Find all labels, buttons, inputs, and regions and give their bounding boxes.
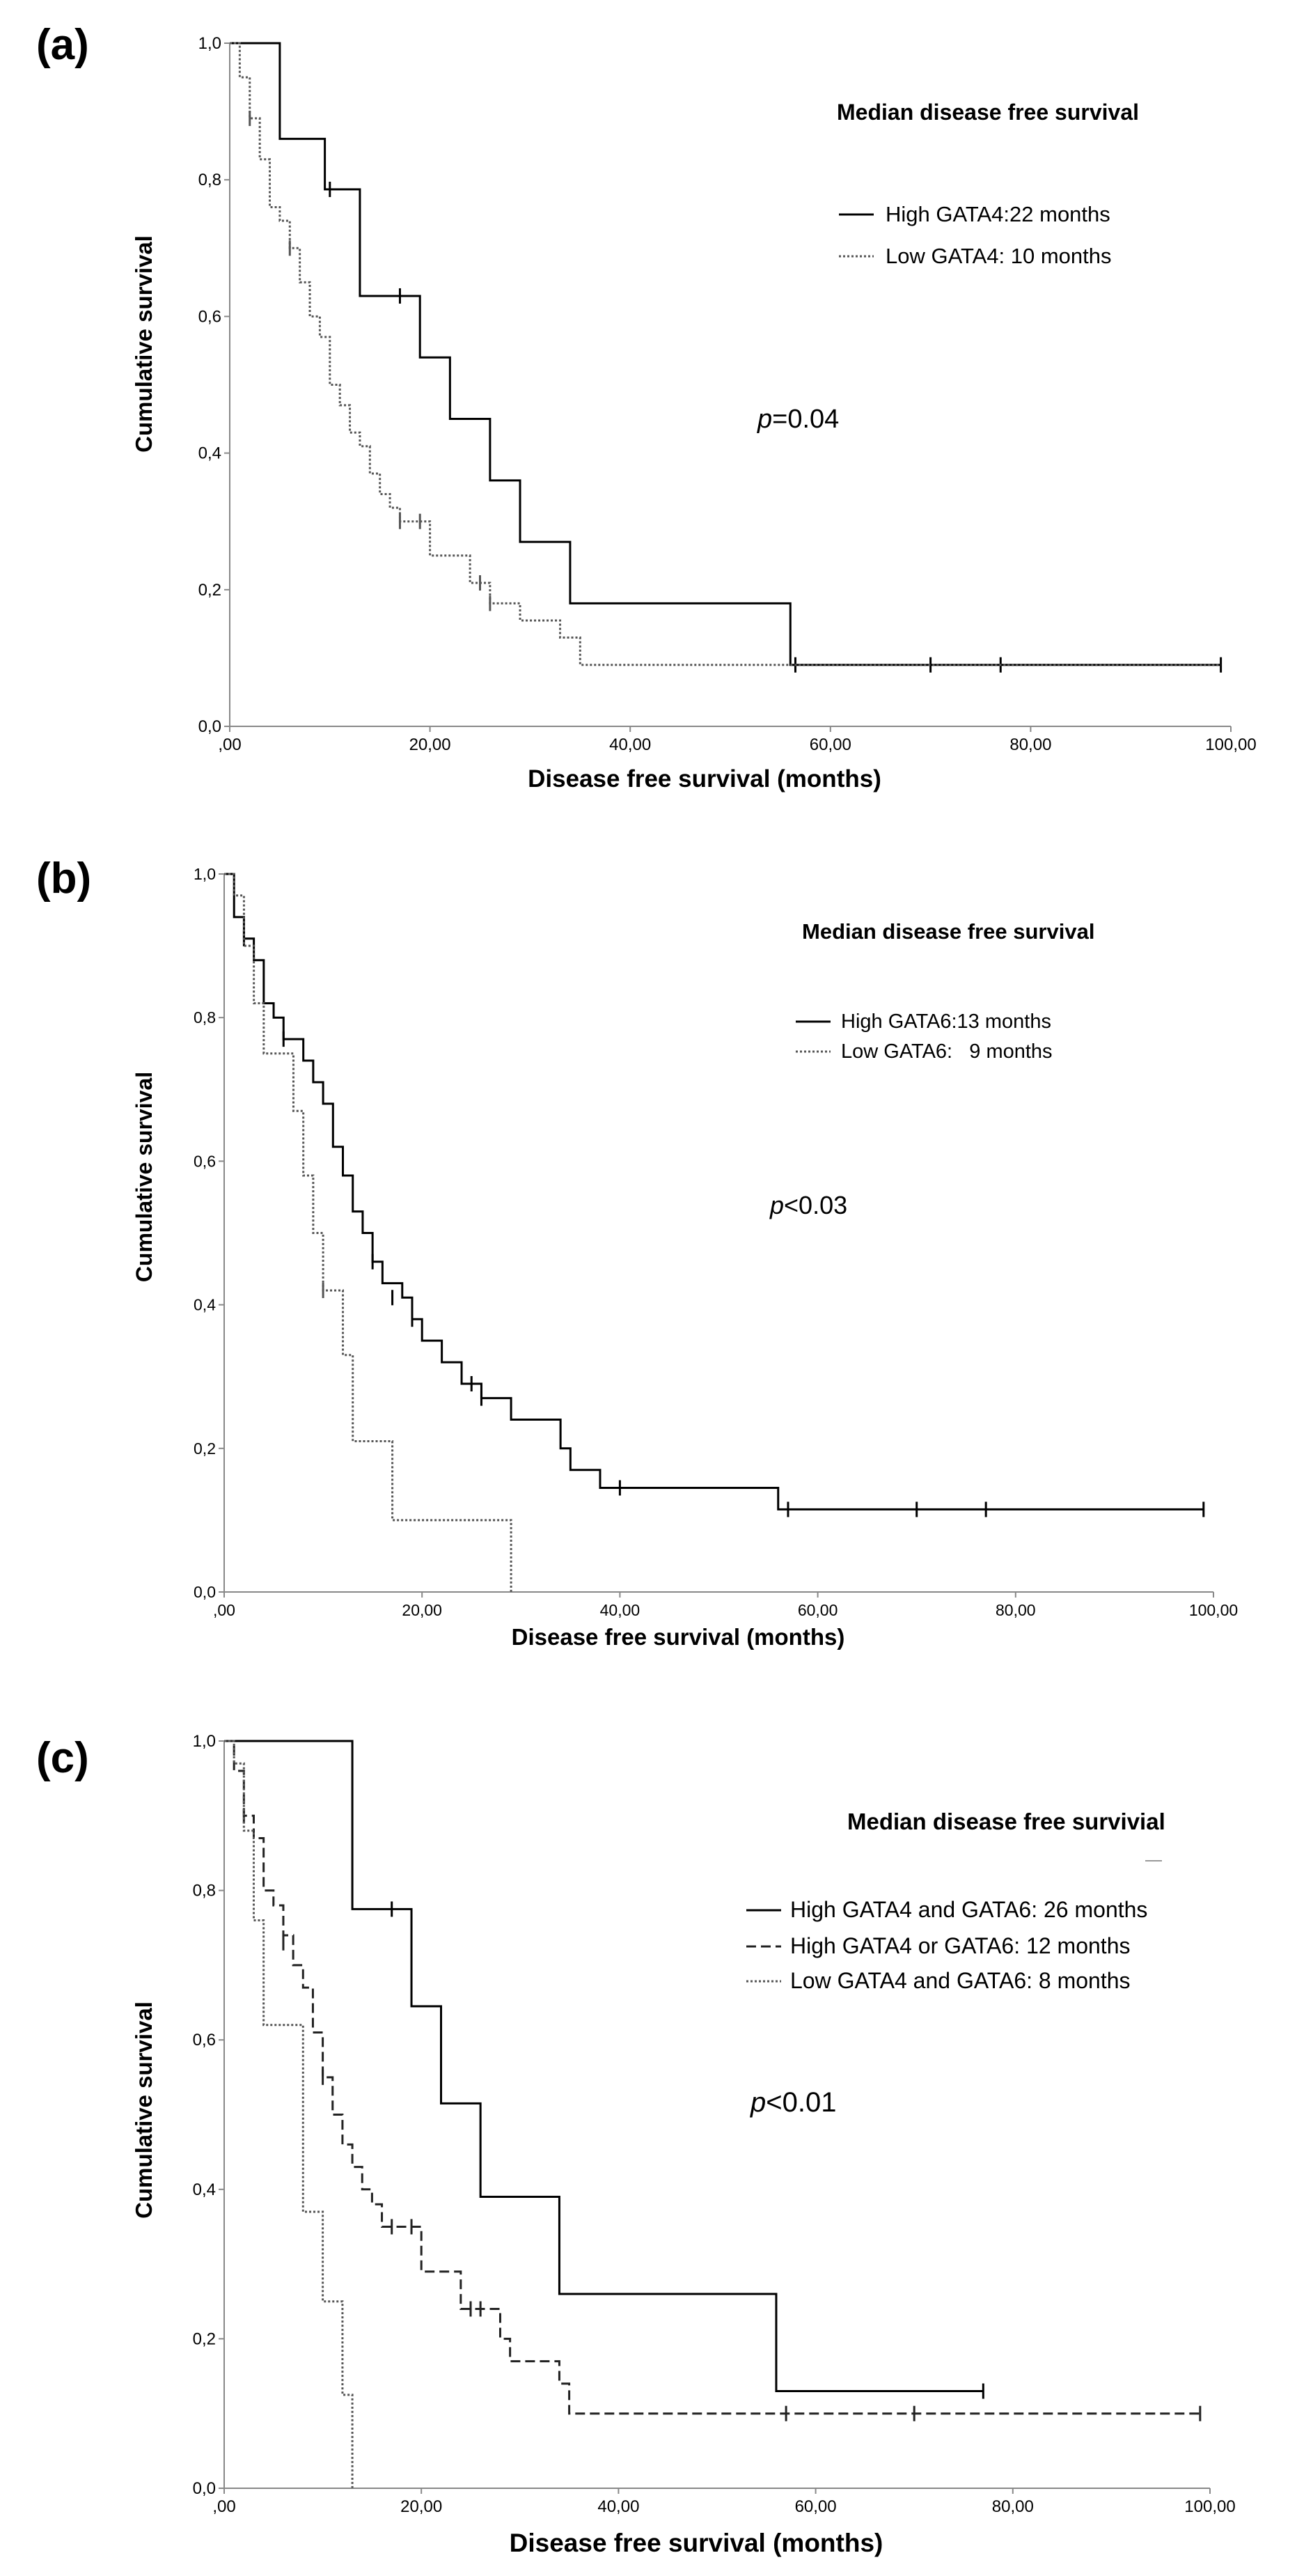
y-tick-label: 0,4: [198, 444, 221, 463]
x-tick-label: 20,00: [409, 735, 451, 754]
y-tick-label: 0,4: [194, 1296, 216, 1314]
legend-label: High GATA4:22 months: [886, 202, 1110, 226]
series-line-dotted: [230, 42, 1221, 666]
x-tick-label: 20,00: [402, 1601, 442, 1619]
p-symbol: p: [757, 405, 772, 434]
y-tick-label: 0,6: [193, 2031, 216, 2050]
panel-label: (b): [36, 854, 91, 903]
panel-c: (c) Median disease free survivial High G…: [36, 1732, 1236, 2557]
x-tick-label: 40,00: [609, 735, 651, 754]
y-tick-label: 0,8: [194, 1008, 216, 1027]
y-tick-label: 0,8: [198, 171, 221, 189]
x-tick-label: 80,00: [996, 1601, 1036, 1619]
x-tick-label: 100,00: [1189, 1601, 1238, 1619]
x-tick-label: 100,00: [1184, 2497, 1235, 2516]
y-tick-label: 0,6: [198, 307, 221, 326]
x-tick-label: 40,00: [600, 1601, 640, 1619]
panel-label: (c): [36, 1734, 89, 1782]
series-line-dotted: [224, 873, 512, 1592]
p-text: =0.04: [772, 405, 839, 434]
legend-title: Median disease free survival: [837, 100, 1139, 125]
legend-label: Low GATA4 and GATA6: 8 months: [790, 1968, 1131, 1993]
x-tick-label: 20,00: [400, 2497, 442, 2516]
legend-label: Low GATA6: 9 months: [841, 1040, 1053, 1063]
legend-entry-1: High GATA4:22 months: [839, 202, 1110, 226]
y-tick-label: 0,0: [198, 717, 221, 736]
p-symbol: p: [769, 1191, 784, 1219]
p-value: p=0.04: [757, 405, 839, 434]
legend-label: High GATA4 or GATA6: 12 months: [790, 1933, 1130, 1958]
legend-label: Low GATA4: 10 months: [886, 244, 1112, 268]
x-tick-label: 80,00: [1009, 735, 1051, 754]
p-symbol: p: [750, 2087, 766, 2118]
x-tick-label: 100,00: [1205, 735, 1256, 754]
series-line-dotted: [224, 1740, 354, 2488]
p-value: p<0.01: [750, 2087, 836, 2118]
x-tick-label: ,00: [218, 735, 241, 754]
panel-a: (a) Median disease free survival High GA…: [36, 21, 1257, 793]
x-tick-label: 60,00: [798, 1601, 838, 1619]
y-tick-label: 0,4: [193, 2180, 216, 2199]
y-tick-label: 0,8: [193, 1882, 216, 1900]
panel-label: (a): [36, 21, 89, 69]
series-line-solid: [224, 873, 1204, 1511]
legend-entry-2: High GATA4 or GATA6: 12 months: [746, 1933, 1130, 1958]
x-axis-label: Disease free survival (months): [528, 765, 881, 793]
y-tick-label: 0,2: [198, 581, 221, 600]
y-axis-label: Cumulative survival: [131, 235, 157, 453]
y-tick-label: 0,2: [194, 1439, 216, 1458]
legend-entry-2: Low GATA6: 9 months: [796, 1040, 1053, 1063]
x-tick-label: 60,00: [795, 2497, 837, 2516]
legend-entry-3: Low GATA4 and GATA6: 8 months: [746, 1968, 1131, 1993]
y-axis-label: Cumulative survival: [131, 2001, 157, 2219]
legend-label: High GATA6:13 months: [841, 1010, 1051, 1033]
x-axis-label: Disease free survival (months): [510, 2529, 883, 2557]
series-line-solid: [224, 1740, 984, 2393]
legend-title: Median disease free survival: [802, 919, 1094, 944]
x-tick-label: 60,00: [810, 735, 851, 754]
y-tick-label: 0,0: [193, 2479, 216, 2498]
y-tick-label: 1,0: [193, 1732, 216, 1751]
legend-entry-2: Low GATA4: 10 months: [839, 244, 1112, 268]
p-text: <0.03: [784, 1191, 847, 1219]
y-tick-label: 1,0: [194, 865, 216, 883]
p-text: <0.01: [766, 2087, 836, 2118]
y-tick-label: 0,2: [193, 2329, 216, 2348]
legend-label: High GATA4 and GATA6: 26 months: [790, 1897, 1147, 1922]
y-tick-label: 0,6: [194, 1152, 216, 1170]
p-value: p<0.03: [769, 1191, 847, 1219]
x-tick-label: ,00: [213, 1601, 235, 1619]
legend-title: Median disease free survivial: [847, 1809, 1165, 1834]
series-line-dashed: [224, 1740, 1200, 2415]
legend-entry-1: High GATA4 and GATA6: 26 months: [746, 1897, 1147, 1922]
x-axis-label: Disease free survival (months): [512, 1624, 845, 1650]
x-tick-label: 80,00: [992, 2497, 1034, 2516]
y-axis-label: Cumulative survival: [132, 1072, 157, 1282]
y-tick-label: 0,0: [194, 1583, 216, 1601]
series-line-solid: [230, 42, 1221, 666]
legend-entry-1: High GATA6:13 months: [796, 1010, 1051, 1033]
panel-b: (b) Median disease free survival High GA…: [36, 854, 1238, 1650]
x-tick-label: ,00: [212, 2497, 235, 2516]
y-tick-label: 1,0: [198, 34, 221, 53]
x-tick-label: 40,00: [597, 2497, 639, 2516]
